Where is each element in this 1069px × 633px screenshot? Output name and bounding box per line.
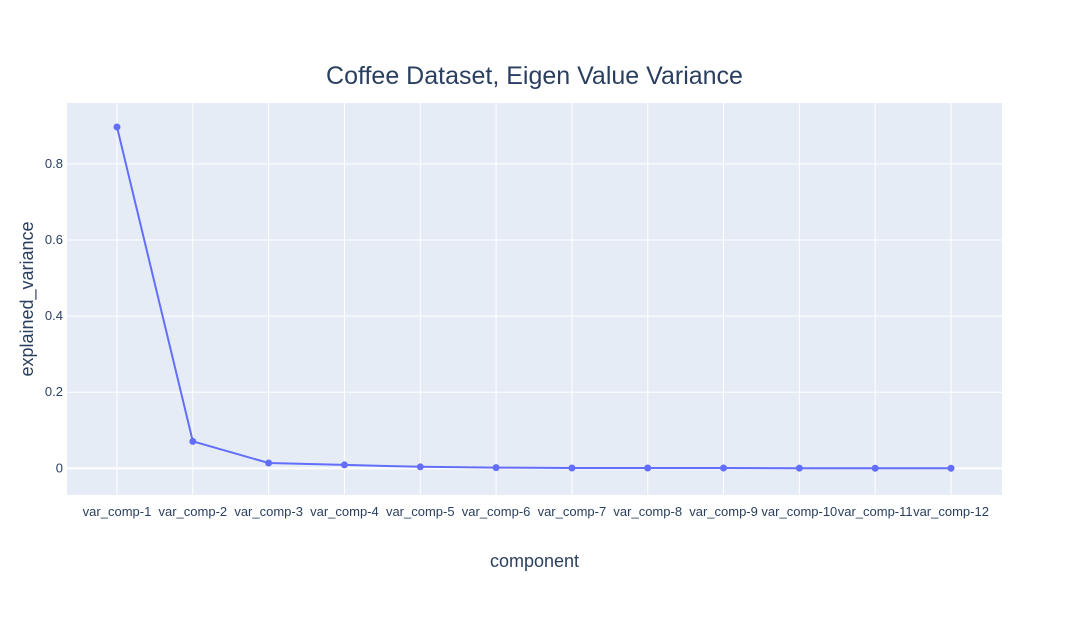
x-tick-label: var_comp-8 [613, 504, 682, 519]
x-tick-labels: var_comp-1 var_comp-2 var_comp-3 var_comp-4… [83, 504, 989, 519]
y-tick-labels: 0 0.2 0.4 0.6 0.8 [45, 156, 63, 475]
y-tick-label: 0.4 [45, 308, 63, 323]
x-tick-label: var_comp-2 [158, 504, 227, 519]
data-point [871, 464, 879, 472]
series-line [116, 126, 952, 470]
x-tick-label: var_comp-3 [234, 504, 303, 519]
x-axis-title: component [490, 551, 579, 571]
data-point [795, 464, 803, 472]
x-tick-label: var_comp-5 [386, 504, 455, 519]
series-line-group [113, 123, 955, 472]
data-point [416, 463, 424, 471]
data-point [265, 459, 273, 467]
y-axis-title: explained_variance [17, 221, 38, 376]
y-tick-label: 0.2 [45, 384, 63, 399]
x-tick-label: var_comp-7 [538, 504, 607, 519]
data-point [644, 464, 652, 472]
data-point [568, 464, 576, 472]
data-point [720, 464, 728, 472]
y-tick-label: 0.8 [45, 156, 63, 171]
data-point [340, 461, 348, 469]
x-tick-label: var_comp-10 [761, 504, 837, 519]
x-tick-label: var_comp-1 [83, 504, 152, 519]
x-tick-label: var_comp-9 [689, 504, 758, 519]
y-tick-label: 0.6 [45, 232, 63, 247]
x-tick-label: var_comp-6 [462, 504, 531, 519]
x-tick-label: var_comp-4 [310, 504, 379, 519]
plot-area [67, 103, 1002, 495]
x-tick-label: var_comp-11 [838, 504, 913, 519]
chart-title: Coffee Dataset, Eigen Value Variance [326, 62, 743, 90]
y-tick-label: 0 [56, 460, 63, 475]
data-point [947, 464, 955, 472]
x-gridlines [116, 103, 952, 495]
data-point [113, 123, 121, 131]
data-point [492, 464, 500, 472]
x-tick-label: var_comp-12 [913, 504, 989, 519]
data-point [189, 437, 197, 445]
